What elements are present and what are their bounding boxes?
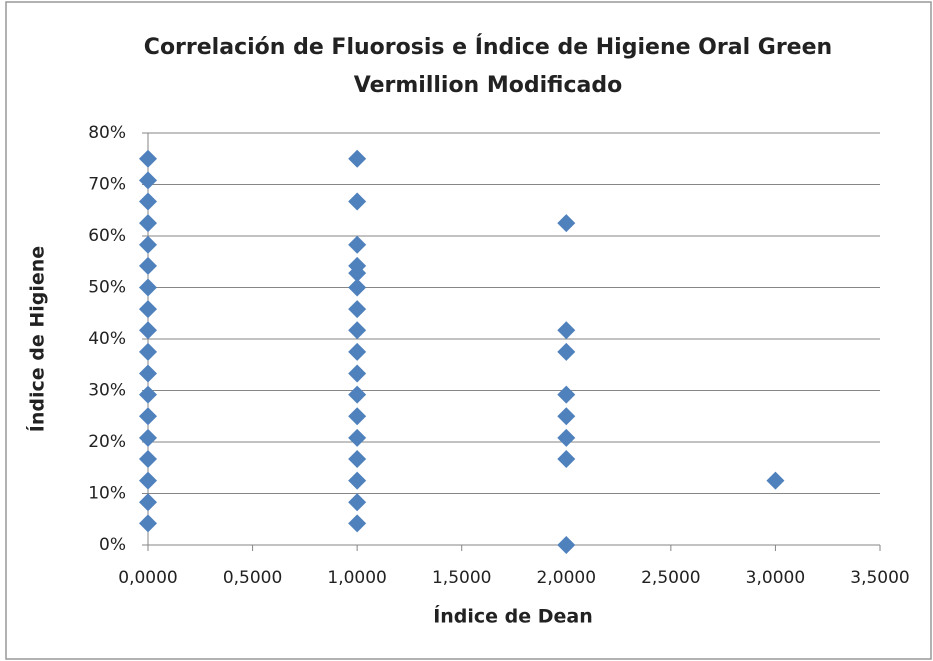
y-tick-label: 30%: [88, 381, 126, 401]
point: [348, 264, 367, 283]
point: [139, 342, 157, 361]
point: [348, 278, 367, 297]
point: [766, 471, 785, 490]
point: [348, 192, 367, 211]
point: [557, 342, 576, 361]
point: [139, 214, 157, 233]
point: [139, 407, 157, 426]
y-tick-label: 0%: [99, 535, 126, 555]
point: [139, 321, 157, 340]
point: [348, 321, 367, 340]
point: [139, 192, 157, 211]
x-tick-label: 2,5000: [641, 568, 700, 588]
point: [557, 214, 576, 233]
y-tick-label: 70%: [88, 175, 126, 195]
point: [139, 428, 157, 447]
point: [348, 407, 367, 426]
point: [139, 471, 157, 490]
y-tick-label: 40%: [88, 329, 126, 349]
point: [139, 514, 157, 533]
point: [139, 385, 157, 404]
x-tick-label: 0,5000: [223, 568, 282, 588]
point: [348, 449, 367, 468]
chart-frame: [5, 1, 932, 660]
chart-title: Vermillion Modificado: [354, 73, 622, 98]
y-axis-title: Índice de Higiene: [26, 246, 49, 432]
point: [557, 536, 576, 554]
point: [139, 171, 157, 190]
point: [139, 449, 157, 468]
point: [348, 149, 367, 168]
point: [139, 149, 157, 168]
point: [139, 493, 157, 512]
x-tick-label: 1,5000: [432, 568, 491, 588]
y-tick-label: 10%: [88, 484, 126, 504]
y-tick-label: 50%: [88, 278, 126, 298]
point: [557, 385, 576, 404]
point: [348, 514, 367, 533]
point: [348, 300, 367, 319]
point: [348, 342, 367, 361]
point: [348, 428, 367, 447]
point: [139, 300, 157, 319]
point: [139, 278, 157, 297]
y-tick-label: 20%: [88, 432, 126, 452]
point: [348, 385, 367, 404]
point: [348, 493, 367, 512]
point: [557, 428, 576, 447]
point: [557, 407, 576, 426]
y-tick-label: 80%: [88, 123, 126, 143]
point: [557, 449, 576, 468]
point: [139, 256, 157, 275]
point: [348, 364, 367, 383]
y-tick-label: 60%: [88, 226, 126, 246]
x-tick-label: 2,0000: [537, 568, 596, 588]
point: [348, 235, 367, 254]
x-tick-label: 1,0000: [327, 568, 386, 588]
point: [348, 471, 367, 490]
x-tick-label: 3,0000: [746, 568, 805, 588]
chart-title: Correlación de Fluorosis e Índice de Hig…: [144, 34, 832, 60]
point: [557, 321, 576, 340]
x-tick-label: 3,5000: [850, 568, 909, 588]
point: [139, 364, 157, 383]
x-tick-label: 0,0000: [118, 568, 177, 588]
point: [139, 235, 157, 254]
x-axis-title: Índice de Dean: [433, 605, 593, 628]
